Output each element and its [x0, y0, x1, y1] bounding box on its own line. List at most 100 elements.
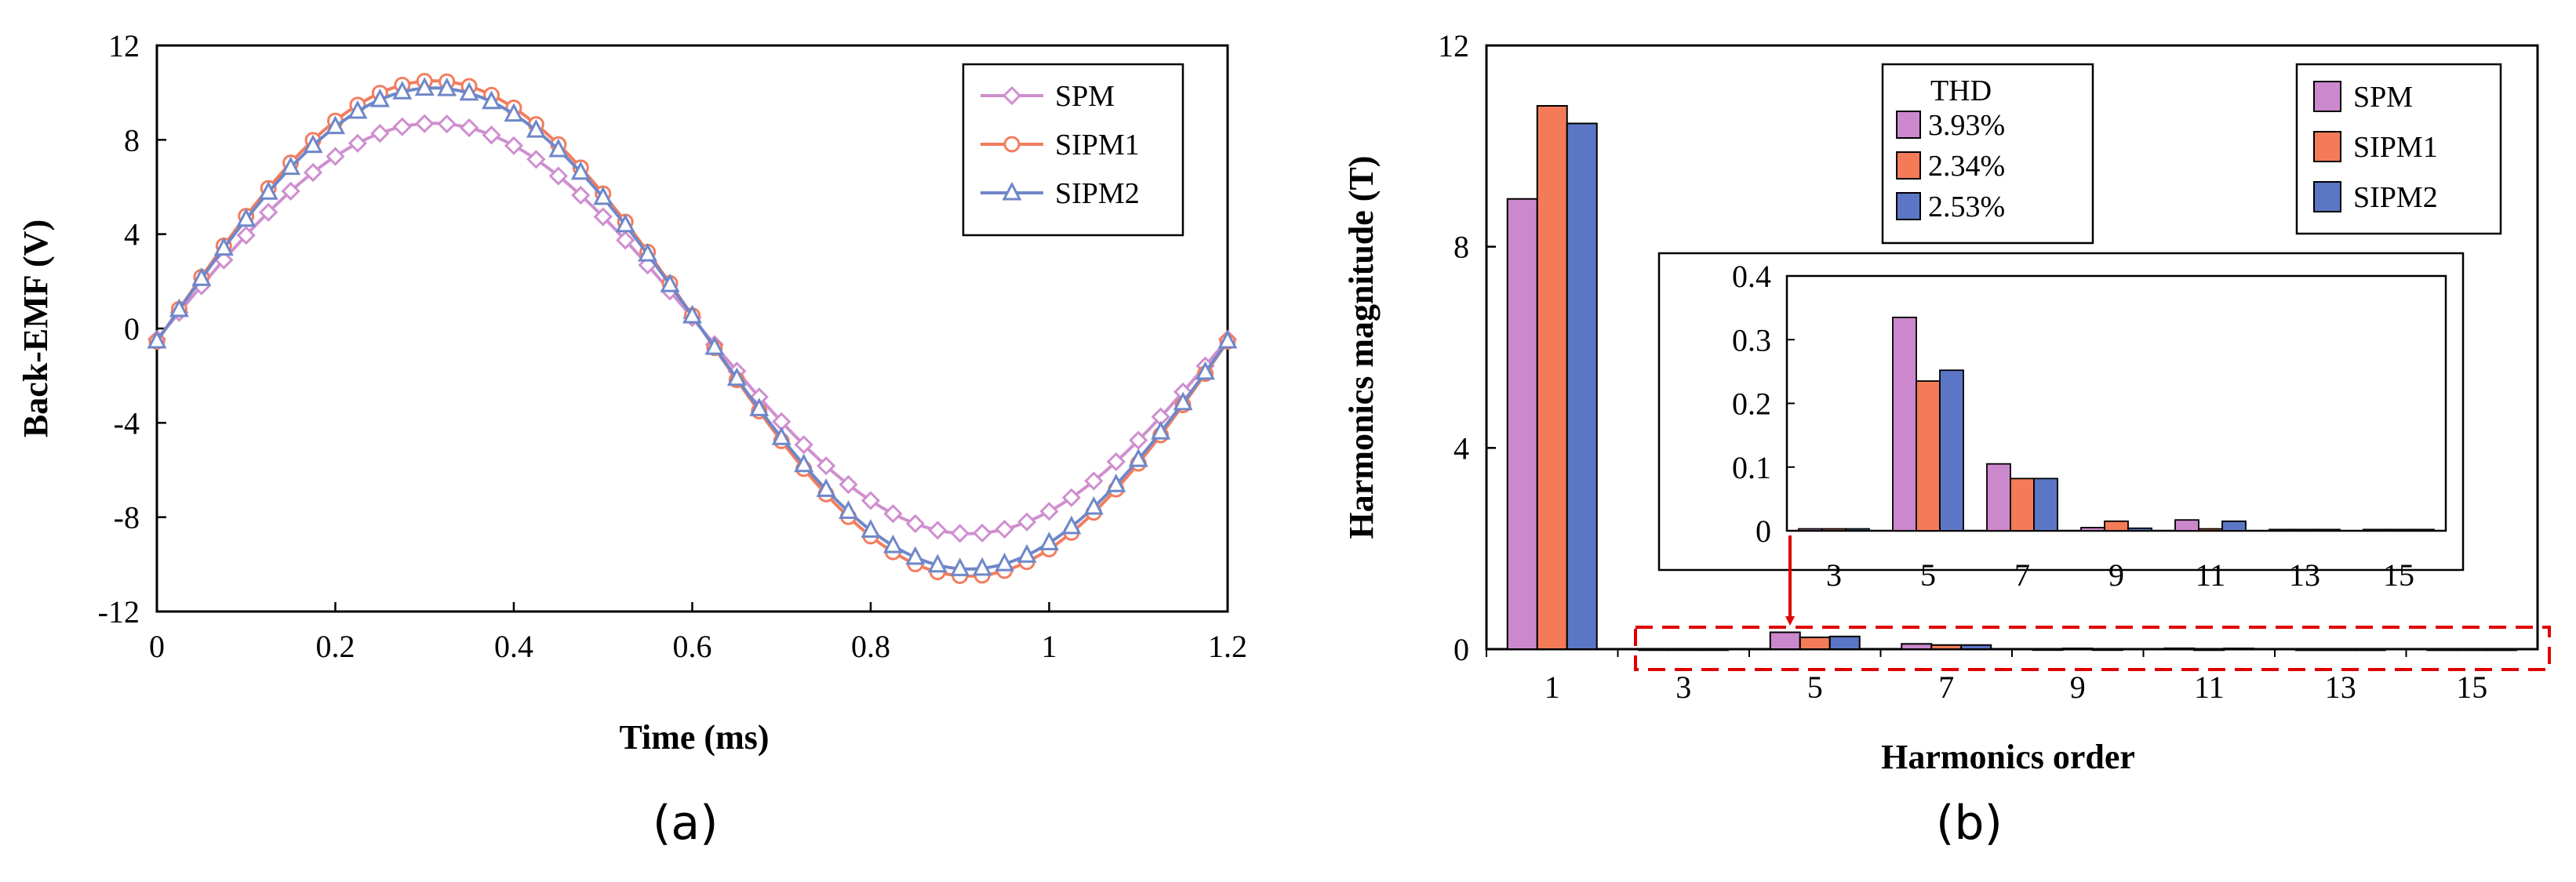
point-sipm2 — [213, 237, 234, 256]
x-axis-a: 0 0.2 0.4 0.6 0.8 1 1.2 — [149, 602, 1247, 664]
x-tick-label-b: 11 — [2194, 670, 2225, 705]
y-tick-label-a: -8 — [114, 500, 140, 535]
point-sipm2 — [660, 273, 680, 292]
point-spm — [548, 166, 568, 186]
bar-spm-h15 — [2426, 648, 2458, 652]
point-spm — [905, 514, 925, 534]
legend-swatch-b — [2313, 131, 2341, 162]
point-sipm2 — [1061, 515, 1082, 535]
y-axis-b: 12 8 4 0 — [1438, 28, 1496, 667]
bar-spm-h5 — [1769, 631, 1801, 650]
y-tick-label-b: 12 — [1438, 28, 1469, 64]
thd-value: 2.53% — [1928, 191, 2005, 223]
legend-marker-a — [1003, 136, 1021, 153]
point-spm — [303, 162, 323, 183]
inset-frame — [1657, 252, 2465, 572]
legend-label-b: SIPM1 — [2353, 131, 2438, 164]
point-sipm2 — [437, 77, 457, 96]
x-tick-label-b: 13 — [2325, 670, 2356, 705]
point-sipm2 — [191, 267, 212, 286]
inset-bar-sipm1-h9 — [2104, 520, 2129, 532]
thd-value: 2.34% — [1928, 150, 2005, 183]
inset-bar-spm-h3 — [1798, 528, 1823, 532]
y-tick-label-a: 12 — [108, 28, 140, 64]
y-tick-label-a: 0 — [124, 311, 140, 347]
x-tick-label-b: 5 — [1807, 670, 1823, 705]
legend-box-a — [962, 63, 1184, 237]
inset-x-axis: 3 5 7 9 11 13 15 — [1826, 557, 2414, 593]
inset-x-tick-label: 7 — [2014, 557, 2030, 593]
point-sipm2 — [369, 88, 390, 107]
legend-label-b: SPM — [2353, 81, 2413, 114]
bar-sipm2-h13 — [2354, 648, 2386, 652]
point-sipm2 — [682, 304, 702, 324]
point-sipm2 — [1173, 391, 1193, 411]
inset-y-tick-label: 0.4 — [1732, 259, 1771, 294]
inset-bar-spm-h5 — [1892, 316, 1917, 532]
point-spm — [817, 456, 836, 476]
thd-box: THD 3.93% 2.34% 2.53% — [1881, 63, 2094, 245]
point-sipm2 — [1083, 495, 1104, 515]
y-axis-label-b: Harmonics magnitude (T) — [1342, 156, 1381, 539]
point-spm — [860, 491, 881, 510]
point-spm — [392, 117, 412, 136]
inset-bar-sipm2-h13 — [2316, 528, 2341, 532]
inset-bar-sipm2-h9 — [2127, 527, 2152, 532]
bar-sipm2-h15 — [2486, 648, 2518, 652]
inset-x-tick-label: 9 — [2108, 557, 2124, 593]
x-tick-label-b: 7 — [1938, 670, 1954, 705]
bar-spm-h11 — [2163, 647, 2196, 651]
bar-sipm2-h7 — [1960, 644, 1992, 651]
point-sipm2 — [950, 557, 970, 576]
thd-swatch — [1896, 111, 1921, 139]
highlight-region — [1634, 626, 2551, 671]
inset-bar-sipm1-h15 — [2386, 528, 2411, 532]
point-spm — [236, 226, 256, 245]
bar-sipm1-h1 — [1536, 105, 1568, 650]
bar-spm-h13 — [2294, 648, 2327, 652]
point-sipm2 — [704, 336, 725, 355]
bar-sipm1-h7 — [1930, 644, 1963, 651]
point-sipm2 — [303, 134, 323, 154]
thd-title: THD — [1930, 74, 1992, 107]
point-spm — [259, 202, 278, 222]
series-sipm2 — [147, 77, 1238, 576]
thd-swatch — [1896, 151, 1921, 180]
inset-x-tick-label: 13 — [2289, 557, 2320, 593]
inset-y-tick-label: 0.1 — [1732, 450, 1771, 485]
bar-sipm1-h11 — [2193, 648, 2225, 652]
bar-sipm1-h15 — [2456, 648, 2488, 652]
point-sipm2 — [726, 367, 747, 387]
legend-b: SPM SIPM1 SIPM2 — [2295, 63, 2502, 235]
inset-bar-sipm1-h13 — [2292, 528, 2317, 532]
x-tick-label-a: 1.2 — [1208, 629, 1247, 664]
point-sipm2 — [927, 554, 948, 573]
inset-bar-sipm2-h3 — [1845, 528, 1870, 532]
x-tick-label-b: 15 — [2456, 670, 2487, 705]
point-spm — [1017, 512, 1037, 532]
point-sipm2 — [794, 453, 814, 473]
point-sipm2 — [638, 242, 658, 262]
legend-marker-a — [1002, 181, 1022, 201]
point-spm — [1106, 452, 1126, 472]
legend-label-a: SIPM1 — [1055, 129, 1140, 162]
inset-bar-spm-h13 — [2269, 528, 2294, 532]
point-sipm2 — [593, 186, 613, 205]
point-sipm2 — [548, 138, 569, 158]
inset-y-tick-label: 0 — [1756, 514, 1771, 549]
inset-y-tick-label: 0.3 — [1732, 322, 1771, 358]
inset-bar-sipm2-h5 — [1939, 369, 1964, 532]
point-spm — [1129, 430, 1148, 450]
legend-label-a: SPM — [1055, 80, 1115, 113]
panel-a: 12 8 4 0 -4 -8 -12 0 0.2 0.4 0.6 0.8 1 1.2 Back-EMF … — [16, 28, 1247, 757]
inset-y-tick-label: 0.2 — [1732, 387, 1771, 422]
point-spm — [839, 474, 858, 495]
x-tick-label-b: 3 — [1675, 670, 1691, 705]
bar-sipm2-h11 — [2223, 648, 2255, 651]
point-spm — [415, 114, 435, 133]
point-spm — [347, 133, 368, 153]
x-tick-label-a: 0.2 — [316, 629, 355, 664]
inset-bar-sipm2-h15 — [2410, 528, 2435, 532]
